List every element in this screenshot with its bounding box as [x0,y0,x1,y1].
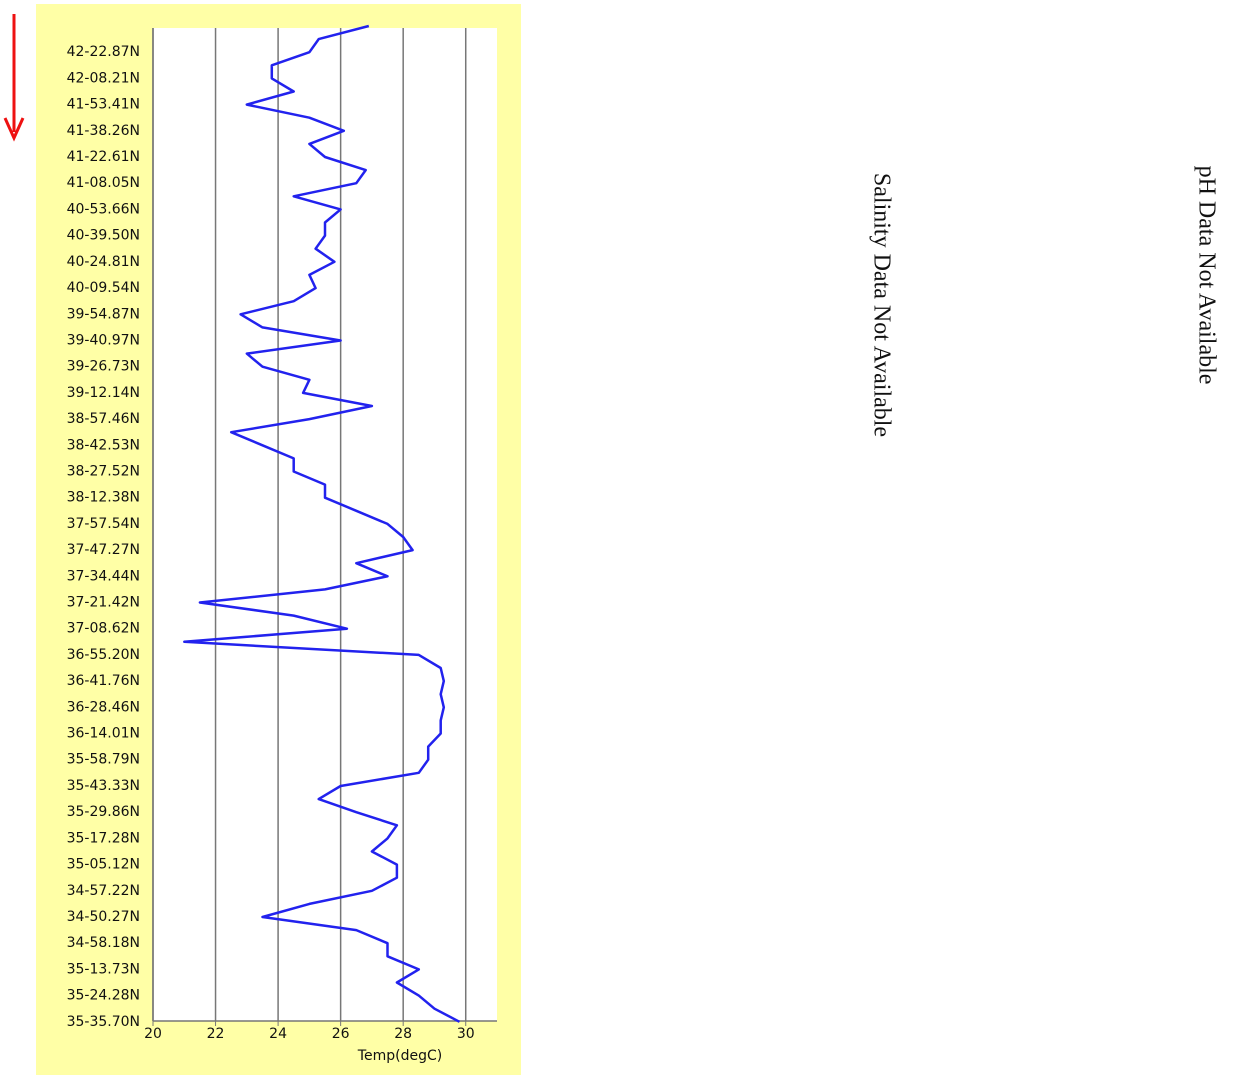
y-tick-label: 37-34.44N [67,568,140,584]
y-tick-label: 37-57.54N [67,516,140,532]
y-tick-label: 38-12.38N [67,490,140,506]
temperature-line [183,24,461,1023]
x-tick-label: 20 [144,1026,162,1042]
y-tick-label: 35-17.28N [67,830,140,846]
y-tick-label: 40-53.66N [67,201,140,217]
y-tick-label: 39-54.87N [67,306,140,322]
y-tick-label: 35-24.28N [67,988,140,1004]
y-tick-label: 39-40.97N [67,332,140,348]
y-tick-label: 34-58.18N [67,935,140,951]
y-tick-label: 37-08.62N [67,621,140,637]
y-tick-label: 38-42.53N [67,437,140,453]
y-tick-label: 38-57.46N [67,411,140,427]
y-tick-label: 35-05.12N [67,857,140,873]
y-tick-label: 36-14.01N [67,726,140,742]
y-tick-label: 41-08.05N [67,175,140,191]
side-panel-text: Salinity Data Not Available [868,173,894,437]
y-tick-label: 38-27.52N [67,463,140,479]
side-panel-text: pH Data Not Available [1193,166,1219,385]
y-tick-label: 41-53.41N [67,97,140,113]
y-tick-label: 35-43.33N [67,778,140,794]
y-tick-label: 42-22.87N [67,44,140,60]
y-tick-label: 39-26.73N [67,359,140,375]
y-tick-label: 40-24.81N [67,254,140,270]
y-tick-label: 37-21.42N [67,595,140,611]
x-axis-title: Temp(degC) [357,1048,442,1064]
y-tick-label: 35-29.86N [67,804,140,820]
y-tick-label: 40-09.54N [67,280,140,296]
y-tick-label: 35-13.73N [67,961,140,977]
y-tick-label: 35-35.70N [67,1014,140,1030]
direction-arrow [3,14,25,142]
plot-area [153,28,497,1021]
x-tick-label: 22 [207,1026,225,1042]
y-tick-label: 36-41.76N [67,673,140,689]
x-tick-label: 26 [332,1026,350,1042]
y-tick-label: 42-08.21N [67,70,140,86]
y-tick-label: 36-55.20N [67,647,140,663]
y-tick-label: 37-47.27N [67,542,140,558]
y-tick-label: 39-12.14N [67,385,140,401]
y-tick-label: 35-58.79N [67,752,140,768]
y-tick-label: 41-38.26N [67,123,140,139]
y-tick-label: 34-57.22N [67,883,140,899]
y-tick-label: 34-50.27N [67,909,140,925]
x-tick-label: 24 [269,1026,287,1042]
y-tick-label: 41-22.61N [67,149,140,165]
y-tick-label: 36-28.46N [67,699,140,715]
y-tick-label: 40-39.50N [67,228,140,244]
x-tick-label: 28 [394,1026,412,1042]
x-tick-label: 30 [457,1026,475,1042]
